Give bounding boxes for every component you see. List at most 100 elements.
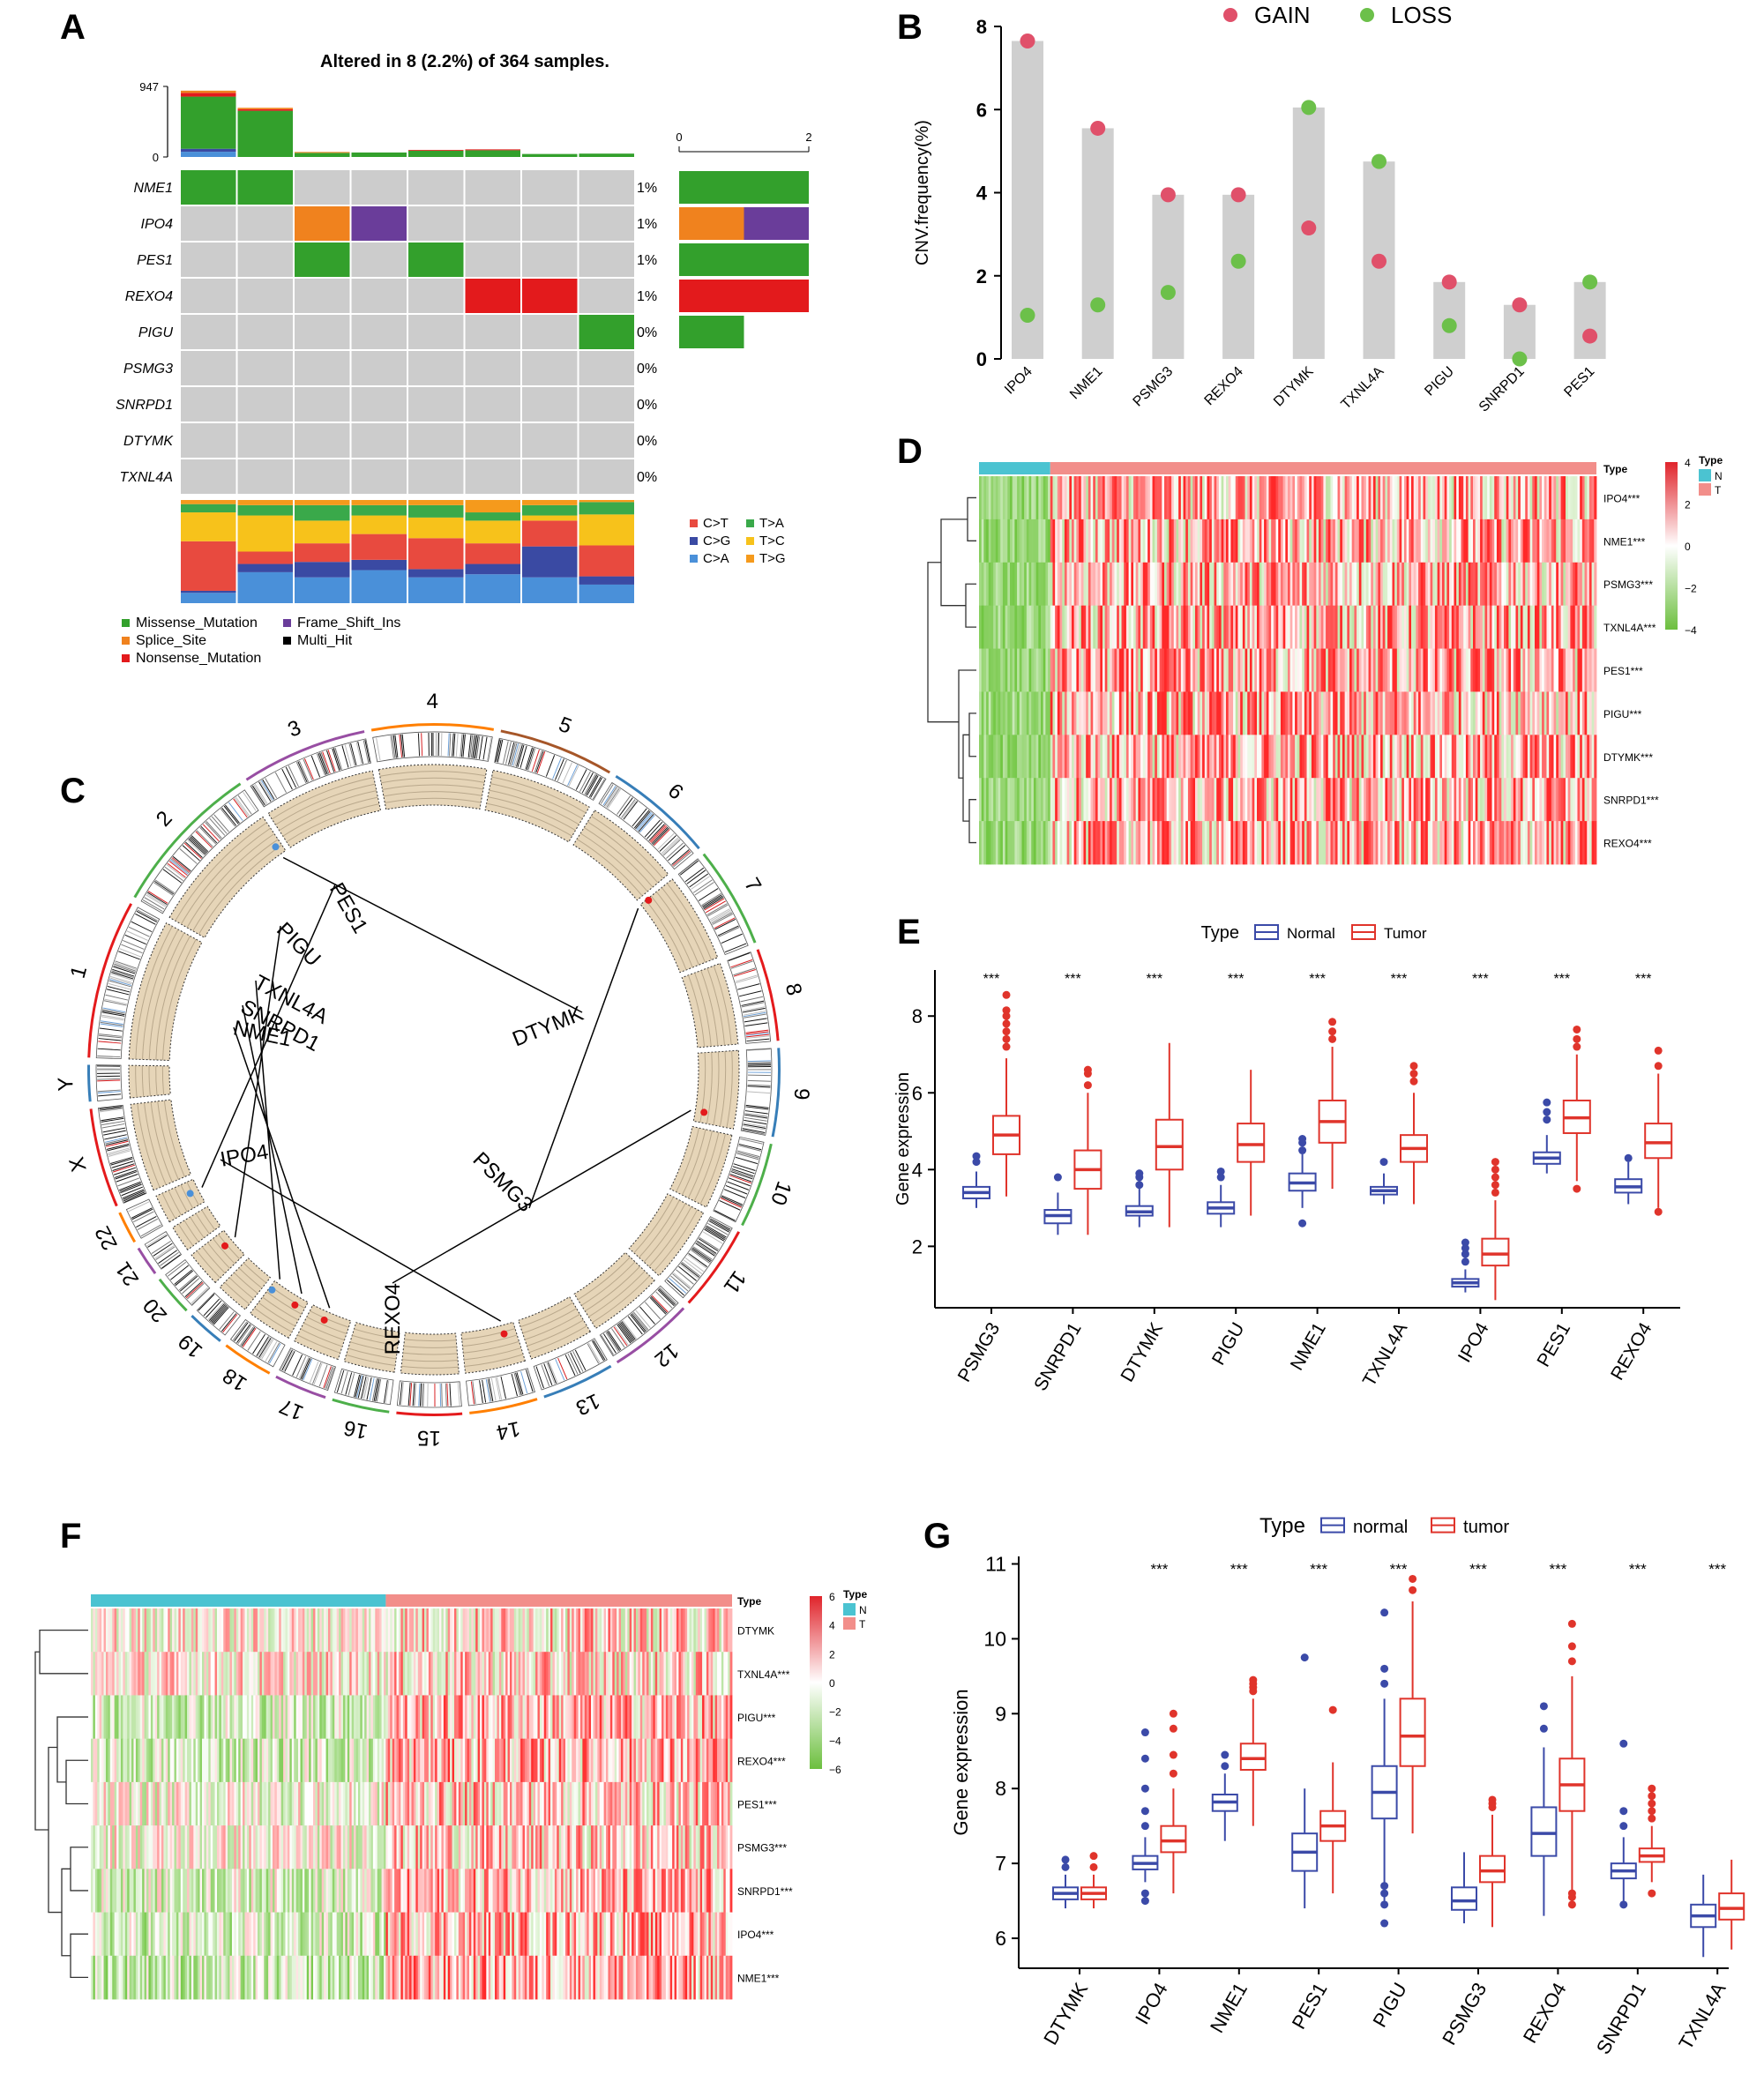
chromosome-label: X [64, 1154, 91, 1174]
heatmap-cell [714, 1652, 718, 1696]
ideogram-band [650, 1295, 668, 1314]
ideogram-band [618, 1322, 634, 1342]
heatmap-cell [981, 778, 984, 822]
loss-point [1372, 153, 1387, 169]
heatmap-cell [1496, 648, 1500, 692]
heatmap-cell [325, 1652, 329, 1696]
heatmap-cell [653, 1738, 656, 1783]
heatmap-cell [159, 1608, 162, 1653]
heatmap-cell [1430, 735, 1433, 779]
ideogram-band [744, 1113, 768, 1117]
oncoplot-cell [463, 313, 522, 351]
gene-percent: 0% [637, 362, 657, 377]
heatmap-cell [486, 1652, 490, 1696]
ideogram-band [707, 904, 729, 917]
heatmap-cell [1228, 605, 1231, 649]
chromosome-color-arc [543, 1364, 612, 1399]
heatmap-cell [1192, 691, 1196, 735]
heatmap-cell [1000, 691, 1004, 735]
ideogram-band [735, 974, 758, 982]
ideogram-band [200, 825, 218, 844]
ideogram-band [412, 1383, 415, 1407]
top-axis-label: 0 [153, 151, 159, 164]
heatmap-cell [1319, 648, 1322, 692]
heatmap-cell [1107, 735, 1110, 779]
heatmap-cell [1439, 519, 1443, 563]
ideogram-band [97, 1089, 121, 1093]
oncoplot-mutation-cell [408, 243, 464, 277]
heatmap-cell [1264, 735, 1267, 779]
heatmap-cell [1566, 778, 1569, 822]
heatmap-cell [1567, 821, 1571, 865]
heatmap-cell [1480, 519, 1484, 563]
heatmap-cell [539, 1695, 542, 1740]
heatmap-cell [159, 1695, 162, 1740]
heatmap-cell [1591, 476, 1595, 520]
heatmap-cell [998, 562, 1001, 607]
heatmap-cell [283, 1608, 286, 1653]
box-outlier [1002, 1019, 1011, 1028]
heatmap-cell [473, 1695, 476, 1740]
heatmap-cell [276, 1608, 280, 1653]
heatmap-cell [1496, 778, 1500, 822]
heatmap-cell [1432, 605, 1436, 649]
heatmap-cell [304, 1608, 308, 1653]
heatmap-cell [588, 1652, 592, 1696]
heatmap-cell [1110, 735, 1113, 779]
heatmap-cell [370, 1738, 374, 1783]
heatmap-cell [1470, 605, 1474, 649]
heatmap-cell [1570, 778, 1573, 822]
heatmap-cell [103, 1781, 107, 1826]
heatmap-cell [1320, 562, 1324, 607]
heatmap-cell [400, 1781, 404, 1826]
heatmap-cell [1520, 735, 1523, 779]
heatmap-cell [1342, 519, 1346, 563]
heatmap-cell [319, 1781, 323, 1826]
heatmap-cell [1434, 562, 1439, 607]
heatmap-cell [684, 1738, 688, 1783]
heatmap-cell [1007, 821, 1011, 865]
snv-legend-swatch [746, 537, 754, 545]
heatmap-cell [172, 1738, 175, 1783]
heatmap-cell [1007, 519, 1011, 563]
heatmap-cell [424, 1738, 427, 1783]
heatmap-cell [483, 1695, 487, 1740]
heatmap-cell [1333, 519, 1336, 563]
heatmap-cell [1344, 648, 1348, 692]
heatmap-cell [1200, 476, 1203, 520]
heatmap-cell [1156, 691, 1161, 735]
heatmap-cell [1242, 648, 1245, 692]
heatmap-cell [1005, 735, 1008, 779]
ideogram-band [695, 1242, 715, 1257]
heatmap-cell [617, 1652, 619, 1696]
heatmap-cell [1190, 778, 1193, 822]
heatmap-cell [1235, 476, 1238, 520]
ideogram-band [592, 779, 605, 800]
heatmap-cell [1522, 778, 1526, 822]
ideogram-band [171, 857, 191, 873]
heatmap-cell [1594, 691, 1597, 735]
ideogram-band [371, 1377, 377, 1401]
heatmap-cell [250, 1652, 254, 1696]
ideogram-band [109, 977, 132, 985]
ideogram-band [142, 899, 163, 913]
heatmap-cell [1104, 648, 1108, 692]
heatmap-cell [394, 1652, 397, 1696]
heatmap-cell [1334, 562, 1338, 607]
heatmap-cell [1062, 778, 1065, 822]
heatmap-cell [1295, 476, 1298, 520]
heatmap-cell [1333, 691, 1336, 735]
track-line [135, 1065, 138, 1098]
heatmap-cell [1361, 648, 1364, 692]
heatmap-cell [127, 1652, 131, 1696]
heatmap-cell [1055, 519, 1058, 563]
track-line [713, 1051, 720, 1125]
oncoplot-cell [293, 313, 352, 351]
heatmap-cell [1506, 519, 1509, 563]
heatmap-cell [1043, 519, 1046, 563]
heatmap-cell [124, 1695, 128, 1740]
heatmap-cell [357, 1652, 361, 1696]
heatmap-cell [1432, 691, 1436, 735]
ideogram-band [706, 1225, 727, 1238]
ideogram-band [731, 1169, 754, 1178]
